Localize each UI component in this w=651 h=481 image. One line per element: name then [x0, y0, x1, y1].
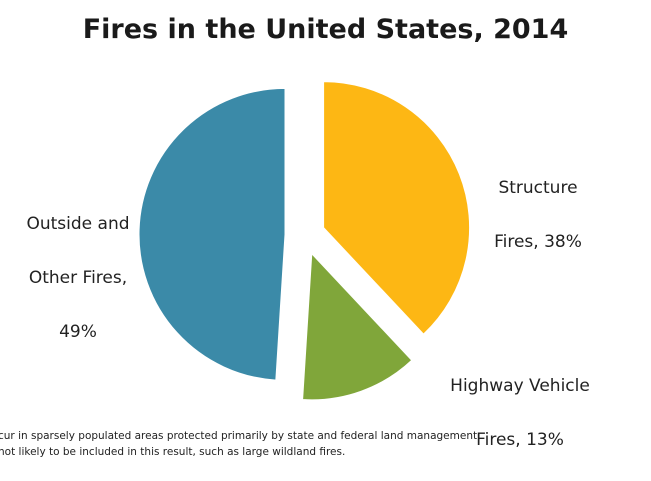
chart-title: Fires in the United States, 2014	[82, 14, 569, 45]
footnote: cur in sparsely populated areas protecte…	[0, 428, 651, 460]
label-highway-vehicle-fires: Highway Vehicle Fires, 13%	[450, 376, 590, 450]
slice-outside-other-fires	[138, 87, 286, 381]
label-outside-other-fires: Outside and Other Fires, 49%	[26, 214, 130, 342]
footnote-line-1: cur in sparsely populated areas protecte…	[0, 430, 478, 442]
label-structure-fires: Structure Fires, 38%	[494, 178, 582, 252]
slice-highway-vehicle-fires	[302, 252, 413, 401]
footnote-line-2: not likely to be included in this result…	[0, 446, 346, 458]
slice-structure-fires	[323, 81, 471, 335]
pie-chart	[138, 81, 471, 401]
